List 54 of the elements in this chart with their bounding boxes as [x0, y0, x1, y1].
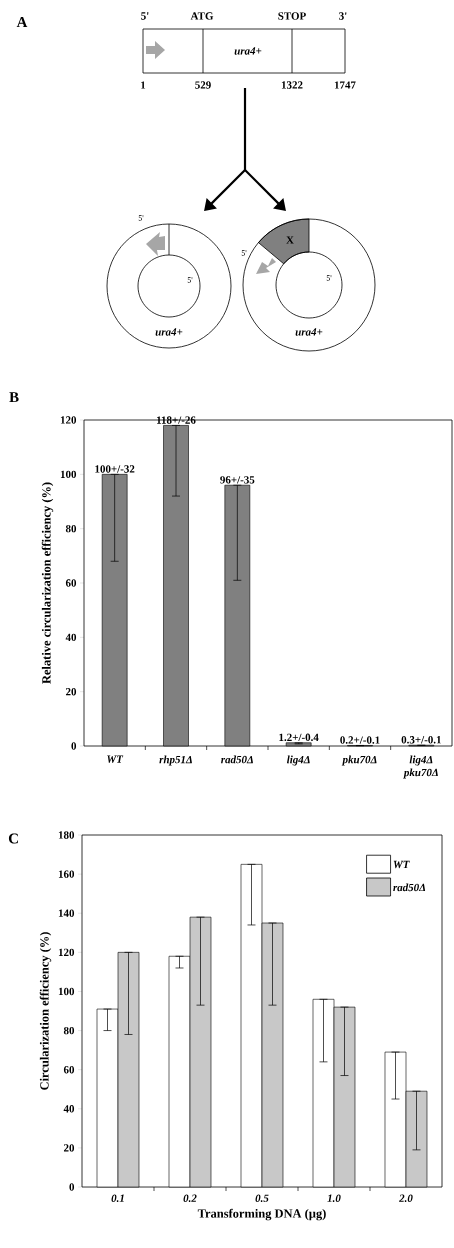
chart-title: C [8, 833, 18, 844]
text: ura4+ [234, 47, 262, 55]
y-tick-label: 60 [65, 579, 77, 587]
y-tick-label: 120 [60, 416, 77, 424]
text: 1 [141, 81, 146, 89]
x-tick-label: lig4Δ pku70Δ [403, 755, 438, 779]
text: X [286, 236, 294, 244]
x-tick-label: pku70Δ [341, 755, 377, 766]
text: 1747 [334, 81, 356, 89]
y-tick-label: 0 [71, 742, 77, 750]
x-tick-label: 2.0 [399, 1194, 413, 1202]
y-tick-label: 20 [65, 687, 77, 696]
y-tick-label: 100 [60, 470, 77, 479]
text: 5' [141, 12, 149, 20]
x-tick-label: 0.1 [111, 1194, 124, 1202]
data-label: 100+/-32 [95, 465, 135, 473]
data-label: 118+/-26 [157, 416, 196, 424]
y-tick-label: 80 [65, 524, 77, 533]
x-tick-label: lig4Δ [286, 755, 310, 766]
y-tick-label: 20 [63, 1144, 75, 1152]
x-tick-label: rhp51Δ [159, 755, 192, 766]
x-tick-label: rad50Δ [221, 755, 253, 764]
y-tick-label: 160 [58, 870, 75, 878]
y-tick-label: 80 [63, 1026, 75, 1035]
chart-title: B [9, 392, 19, 403]
data-label: 0.3+/-0.1 [401, 736, 441, 744]
x-tick-label: 0.2 [183, 1194, 197, 1202]
text: 1322 [281, 81, 303, 89]
data-label: 1.2+/-0.4 [279, 733, 319, 742]
text: 529 [195, 81, 211, 89]
y-tick-label: 180 [58, 831, 75, 839]
text: ATG [190, 12, 214, 20]
text: 3' [339, 12, 347, 20]
y-tick-label: 120 [58, 948, 75, 957]
y-tick-label: 60 [63, 1065, 75, 1074]
y-axis-title: Relative circularization efficiency (%) [41, 482, 54, 684]
text: STOP [278, 12, 306, 20]
data-label: 96+/-35 [220, 476, 255, 484]
text: ura4+ [295, 328, 323, 336]
x-tick-label: WT [107, 755, 124, 763]
y-axis-title: Circularization efficiency (%) [39, 932, 52, 1090]
text: A [16, 17, 28, 27]
text: ura4+ [155, 328, 183, 336]
x-axis-title: Transforming DNA (µg) [197, 1208, 326, 1221]
legend-label: WT [393, 860, 410, 869]
y-tick-label: 40 [65, 633, 77, 642]
x-tick-label: 0.5 [255, 1194, 269, 1202]
y-tick-label: 140 [58, 909, 75, 917]
y-tick-label: 100 [58, 987, 75, 996]
x-tick-label: 1.0 [327, 1194, 341, 1202]
data-label: 0.2+/-0.1 [340, 736, 380, 744]
legend-label: rad50Δ [393, 883, 426, 892]
y-tick-label: 40 [63, 1105, 75, 1113]
y-tick-label: 0 [69, 1183, 75, 1191]
